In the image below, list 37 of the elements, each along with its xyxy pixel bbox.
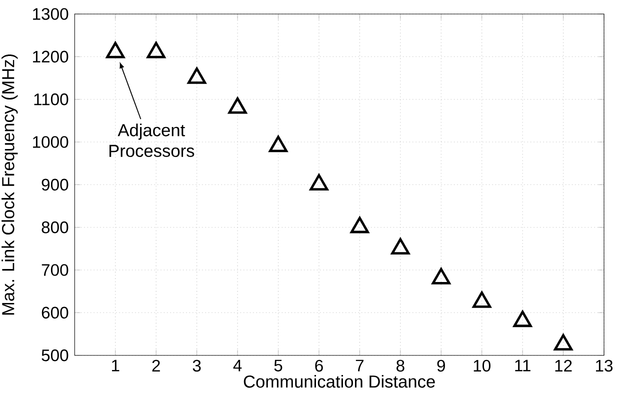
y-tick-label: 700 xyxy=(42,264,68,276)
point xyxy=(513,310,532,328)
x-tick-label: 1 xyxy=(112,360,120,372)
x-tick-label: 11 xyxy=(515,360,530,372)
y-tick-label: 1200 xyxy=(33,50,68,63)
point xyxy=(268,136,288,152)
point xyxy=(106,42,125,58)
point xyxy=(350,216,369,234)
y-tick-label: 800 xyxy=(42,221,68,234)
y-tick-label: 500 xyxy=(42,349,68,362)
annotation: Adjacent Processors xyxy=(109,124,194,157)
point xyxy=(391,238,410,255)
point xyxy=(310,174,328,191)
y-tick-label: 900 xyxy=(42,178,68,191)
y-tick-label: 1300 xyxy=(33,8,68,20)
y-tick-label: 1100 xyxy=(34,93,68,106)
x-tick-label: 9 xyxy=(437,360,445,372)
point xyxy=(554,334,573,351)
point xyxy=(432,268,450,284)
x-axis-title: Communication Distance xyxy=(244,374,435,388)
x-tick-label: 8 xyxy=(396,360,404,372)
y-tick-label: 600 xyxy=(42,306,68,319)
point xyxy=(472,291,492,308)
x-tick-label: 4 xyxy=(233,360,242,372)
x-tick-label: 5 xyxy=(274,360,282,372)
x-tick-label: 3 xyxy=(192,360,201,372)
x-tick-label: 10 xyxy=(474,360,490,372)
x-tick-label: 7 xyxy=(356,360,364,372)
y-axis-title: Max. Link Clock Frequency (MHz) xyxy=(2,54,18,315)
y-tick-label: 1000 xyxy=(33,136,68,148)
x-tick-label: 12 xyxy=(555,360,572,372)
point xyxy=(228,97,247,114)
x-tick-label: 2 xyxy=(152,360,160,372)
point xyxy=(146,42,166,58)
x-tick-label: 13 xyxy=(596,360,613,372)
point xyxy=(188,67,206,84)
x-tick-label: 6 xyxy=(315,360,323,372)
